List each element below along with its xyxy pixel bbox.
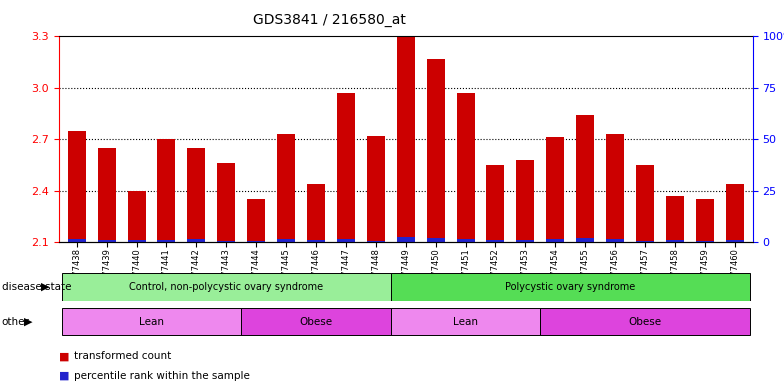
- Bar: [217, 241, 235, 242]
- Bar: [247, 241, 265, 242]
- Bar: [517, 240, 535, 242]
- Bar: [726, 240, 744, 242]
- Bar: [367, 136, 385, 242]
- Bar: [576, 238, 594, 242]
- Text: ■: ■: [59, 371, 69, 381]
- Bar: [576, 115, 594, 242]
- Bar: [367, 241, 385, 242]
- Text: Lean: Lean: [139, 316, 164, 327]
- Bar: [158, 139, 176, 242]
- Text: Control, non-polycystic ovary syndrome: Control, non-polycystic ovary syndrome: [129, 282, 323, 292]
- Bar: [486, 165, 504, 242]
- Text: other: other: [2, 316, 30, 327]
- Bar: [696, 241, 713, 242]
- Bar: [337, 239, 355, 242]
- Bar: [277, 239, 295, 242]
- Bar: [158, 240, 176, 242]
- Bar: [397, 237, 415, 242]
- Bar: [426, 238, 445, 242]
- Bar: [98, 148, 115, 242]
- Bar: [307, 184, 325, 242]
- Bar: [636, 241, 654, 242]
- Bar: [696, 199, 713, 242]
- Text: transformed count: transformed count: [74, 351, 172, 361]
- Bar: [517, 160, 535, 242]
- Bar: [307, 240, 325, 242]
- Bar: [546, 137, 564, 242]
- FancyBboxPatch shape: [241, 308, 390, 336]
- Text: ▶: ▶: [24, 316, 33, 327]
- Bar: [426, 59, 445, 242]
- Bar: [666, 240, 684, 242]
- Bar: [67, 239, 85, 242]
- Bar: [187, 239, 205, 242]
- Bar: [277, 134, 295, 242]
- FancyBboxPatch shape: [390, 308, 540, 336]
- Bar: [606, 239, 624, 242]
- Bar: [606, 134, 624, 242]
- Bar: [128, 240, 146, 242]
- Bar: [128, 190, 146, 242]
- Text: Obese: Obese: [299, 316, 332, 327]
- Bar: [456, 239, 474, 242]
- Bar: [486, 240, 504, 242]
- Text: GDS3841 / 216580_at: GDS3841 / 216580_at: [253, 13, 405, 27]
- Bar: [636, 165, 654, 242]
- Bar: [187, 148, 205, 242]
- FancyBboxPatch shape: [390, 273, 750, 301]
- Bar: [67, 131, 85, 242]
- Text: percentile rank within the sample: percentile rank within the sample: [74, 371, 250, 381]
- Bar: [456, 93, 474, 242]
- Text: ▶: ▶: [41, 282, 49, 292]
- Bar: [98, 240, 115, 242]
- Text: ■: ■: [59, 351, 69, 361]
- Text: Obese: Obese: [629, 316, 662, 327]
- Text: Lean: Lean: [453, 316, 478, 327]
- FancyBboxPatch shape: [62, 308, 241, 336]
- Bar: [247, 199, 265, 242]
- Bar: [337, 93, 355, 242]
- Bar: [397, 36, 415, 242]
- Bar: [666, 196, 684, 242]
- FancyBboxPatch shape: [62, 273, 390, 301]
- Text: Polycystic ovary syndrome: Polycystic ovary syndrome: [505, 282, 635, 292]
- FancyBboxPatch shape: [540, 308, 750, 336]
- Bar: [726, 184, 744, 242]
- Text: disease state: disease state: [2, 282, 71, 292]
- Bar: [217, 163, 235, 242]
- Bar: [546, 239, 564, 242]
